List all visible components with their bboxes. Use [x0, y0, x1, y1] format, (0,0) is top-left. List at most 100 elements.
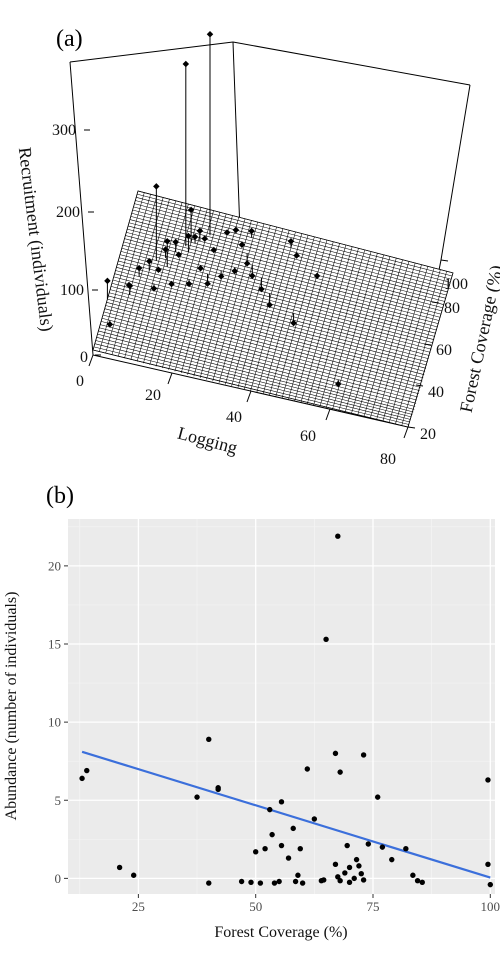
plane-gridline — [275, 238, 321, 397]
data-point — [304, 766, 311, 772]
data-point — [346, 864, 353, 871]
x-tick-mark — [88, 354, 94, 367]
plane-gridline — [382, 266, 429, 422]
x-tick-label: 75 — [367, 899, 380, 914]
plane-gridline — [137, 193, 453, 277]
data-point — [104, 277, 111, 285]
data-point — [217, 273, 225, 280]
plane-gridline — [104, 308, 420, 391]
data-point — [356, 863, 362, 869]
plane-gridline — [319, 249, 366, 407]
plane-gridline — [294, 243, 340, 402]
z-axis: 300 200 100 0 Recruitment (individuals) — [14, 122, 101, 366]
data-point — [351, 875, 357, 882]
plane-gridline — [108, 295, 424, 379]
plane-gridline — [351, 258, 397, 415]
plane-gridline — [96, 337, 412, 418]
plane-gridline — [129, 219, 445, 302]
data-point — [346, 879, 353, 885]
plane-gridline — [102, 314, 418, 398]
plane-gridline — [110, 286, 427, 369]
data-point — [187, 206, 195, 214]
y-tick-label: 20 — [420, 426, 436, 443]
plane-gridline — [401, 271, 447, 426]
data-point — [360, 752, 367, 758]
plane-gridline — [126, 232, 442, 315]
plane-gridline — [407, 272, 454, 428]
x-axis-title: Logging — [176, 423, 240, 458]
data-point — [248, 227, 255, 235]
plane-gridline — [119, 257, 435, 340]
plane-gridline — [101, 321, 417, 404]
y-tick-label: 40 — [428, 384, 444, 401]
data-point — [276, 878, 282, 885]
plane-gridline — [136, 197, 452, 280]
data-point — [344, 842, 350, 849]
data-point — [321, 877, 327, 883]
gridlines — [68, 519, 495, 894]
panel-b: (b) 25 50 75 100 0 5 10 15 20 Abundance (number … — [3, 483, 500, 941]
plane-gridline — [134, 203, 450, 286]
x-tick-label: 80 — [380, 451, 396, 468]
x-tick-label: 20 — [145, 387, 161, 404]
data-point — [332, 861, 339, 868]
data-point — [342, 870, 348, 876]
data-point — [311, 816, 318, 822]
plane-gridline — [128, 225, 444, 309]
data-point — [238, 241, 246, 249]
z-tick-label: 200 — [56, 204, 80, 221]
data-point — [116, 864, 123, 871]
y-tick-label: 15 — [48, 637, 61, 652]
data-point — [334, 380, 342, 388]
data-point — [374, 794, 381, 800]
plane-gridline — [325, 251, 372, 409]
data-point — [249, 272, 256, 280]
data-point — [360, 877, 367, 883]
plane-gridline — [376, 264, 422, 420]
plane-gridline — [116, 267, 432, 350]
data-point — [84, 767, 90, 774]
data-point — [313, 272, 321, 280]
plane-gridline — [110, 289, 426, 372]
data-point — [262, 845, 268, 852]
y-tick-label: 10 — [48, 715, 61, 730]
y-tick-label: 60 — [436, 342, 452, 359]
data-point — [410, 872, 416, 878]
data-point — [257, 880, 264, 886]
plane-gridline — [369, 262, 416, 419]
regression-plane — [92, 190, 454, 428]
box-edge-left — [69, 61, 94, 356]
data-point — [191, 233, 199, 241]
panel-b-label: (b) — [46, 483, 74, 509]
data-point — [485, 861, 491, 868]
plane-gridline — [127, 228, 443, 312]
plane-gridline — [288, 241, 334, 400]
data-point — [238, 878, 245, 885]
data-point — [248, 879, 254, 885]
panel-a-label: (a) — [56, 26, 83, 52]
data-point — [358, 870, 364, 877]
plane-gridline — [99, 327, 415, 410]
plane-gridline — [125, 235, 441, 318]
y-tick-mark — [431, 301, 440, 304]
data-point — [163, 237, 171, 245]
x-tick-mark — [403, 426, 409, 439]
data-point — [332, 750, 339, 757]
data-point — [194, 794, 200, 800]
data-point — [130, 872, 137, 878]
points-3d — [104, 30, 342, 388]
x-tick-mark — [167, 372, 173, 385]
data-point — [419, 879, 425, 885]
data-point — [210, 246, 218, 254]
data-point — [267, 806, 273, 813]
plot-panel-background — [68, 519, 495, 894]
plane-gridline — [114, 273, 430, 356]
data-point — [485, 777, 491, 783]
z-tick-label: 0 — [80, 349, 88, 366]
data-point — [295, 872, 301, 878]
plane-gridline — [111, 282, 427, 366]
plane-gridline — [97, 333, 413, 415]
plane-gridline — [101, 317, 418, 401]
plane-gridline — [94, 343, 410, 423]
